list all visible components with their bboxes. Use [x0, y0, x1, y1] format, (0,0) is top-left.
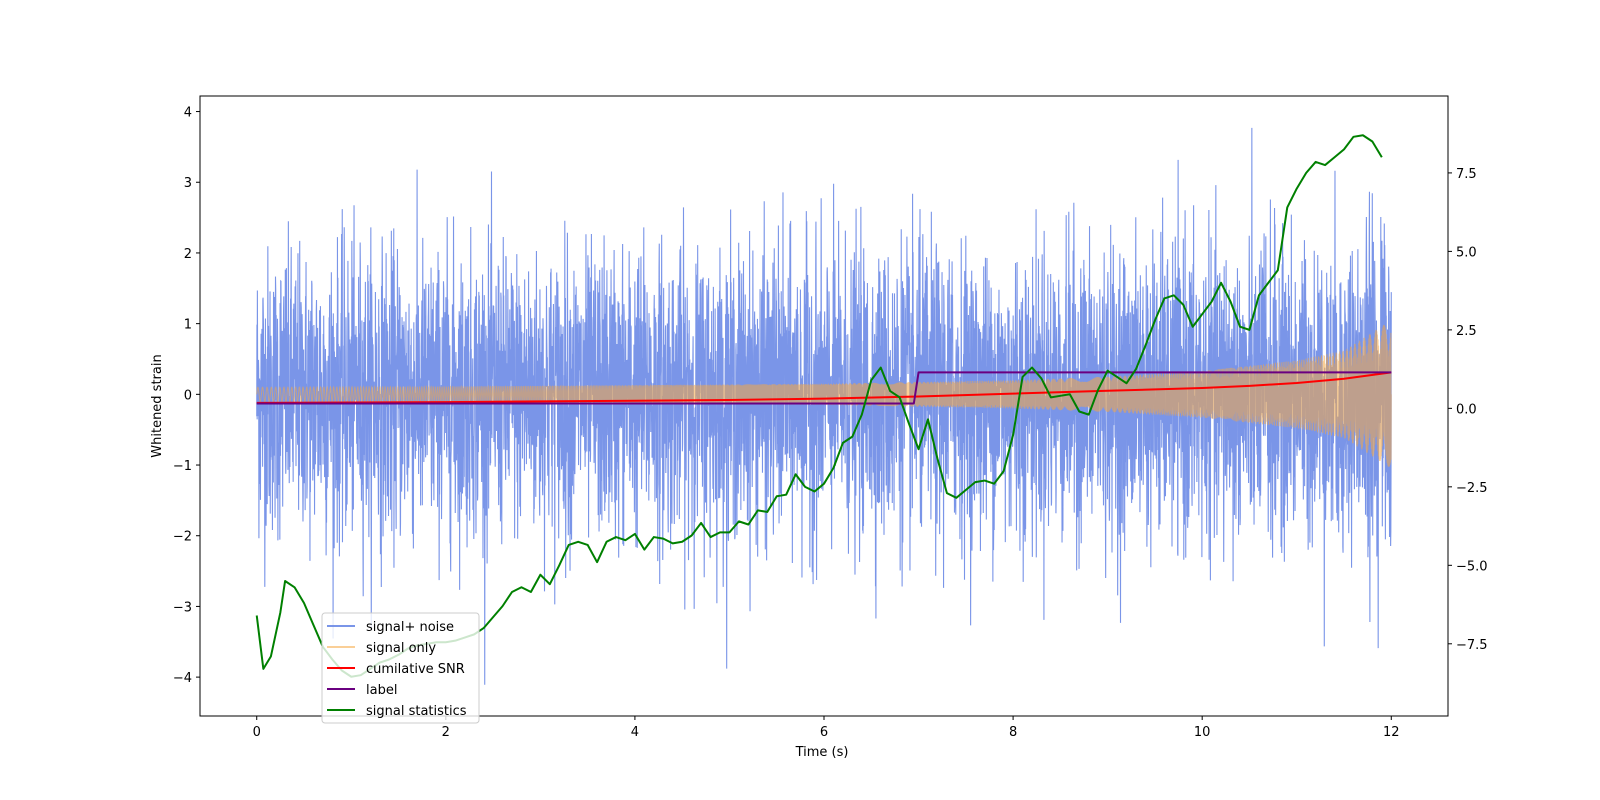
y2-tick-label: −7.5 [1456, 638, 1488, 653]
x-tick-label: 8 [1009, 725, 1017, 740]
y-tick-label: −1 [173, 459, 192, 474]
y-tick-label: 1 [184, 318, 192, 333]
y-tick-label: −2 [173, 530, 192, 545]
y2-tick-label: −5.0 [1456, 559, 1488, 574]
y-tick-label: 2 [184, 247, 192, 262]
y-tick-label: 0 [184, 388, 192, 403]
x-axis-label: Time (s) [795, 745, 849, 760]
x-tick-label: 0 [253, 725, 261, 740]
y2-tick-label: 2.5 [1456, 324, 1477, 339]
y-tick-label: −3 [173, 600, 192, 615]
series-signal-only [256, 324, 1392, 467]
y2-tick-label: 7.5 [1456, 167, 1477, 182]
legend-label: cumilative SNR [366, 662, 465, 677]
x-tick-label: 4 [631, 725, 639, 740]
legend-label: label [366, 683, 397, 698]
legend-label: signal only [366, 641, 436, 656]
x-tick-label: 2 [442, 725, 450, 740]
x-tick-label: 10 [1194, 725, 1211, 740]
y-axis-label: Whitened strain [150, 354, 165, 457]
legend: signal+ noise signal only cumilative SNR la… [321, 612, 480, 724]
y-axis-ticks: −4 −3 −2 −1 0 1 2 3 4 [173, 106, 200, 686]
y2-tick-label: 5.0 [1456, 245, 1477, 260]
y2-axis-ticks: −7.5 −5.0 −2.5 0.0 2.5 5.0 7.5 [1448, 167, 1488, 653]
x-tick-label: 6 [820, 725, 828, 740]
legend-label: signal+ noise [366, 620, 454, 635]
y-tick-label: 3 [184, 176, 192, 191]
y-tick-label: −4 [173, 671, 192, 686]
legend-label: signal statistics [366, 704, 467, 719]
y-tick-label: 4 [184, 106, 192, 121]
x-tick-label: 12 [1383, 725, 1400, 740]
y2-tick-label: −2.5 [1456, 481, 1488, 496]
series-label [256, 371, 1392, 405]
legend-box [321, 612, 480, 724]
series-layer [255, 127, 1392, 685]
series-cumulative-snr [256, 371, 1392, 404]
y2-tick-label: 0.0 [1456, 402, 1477, 417]
